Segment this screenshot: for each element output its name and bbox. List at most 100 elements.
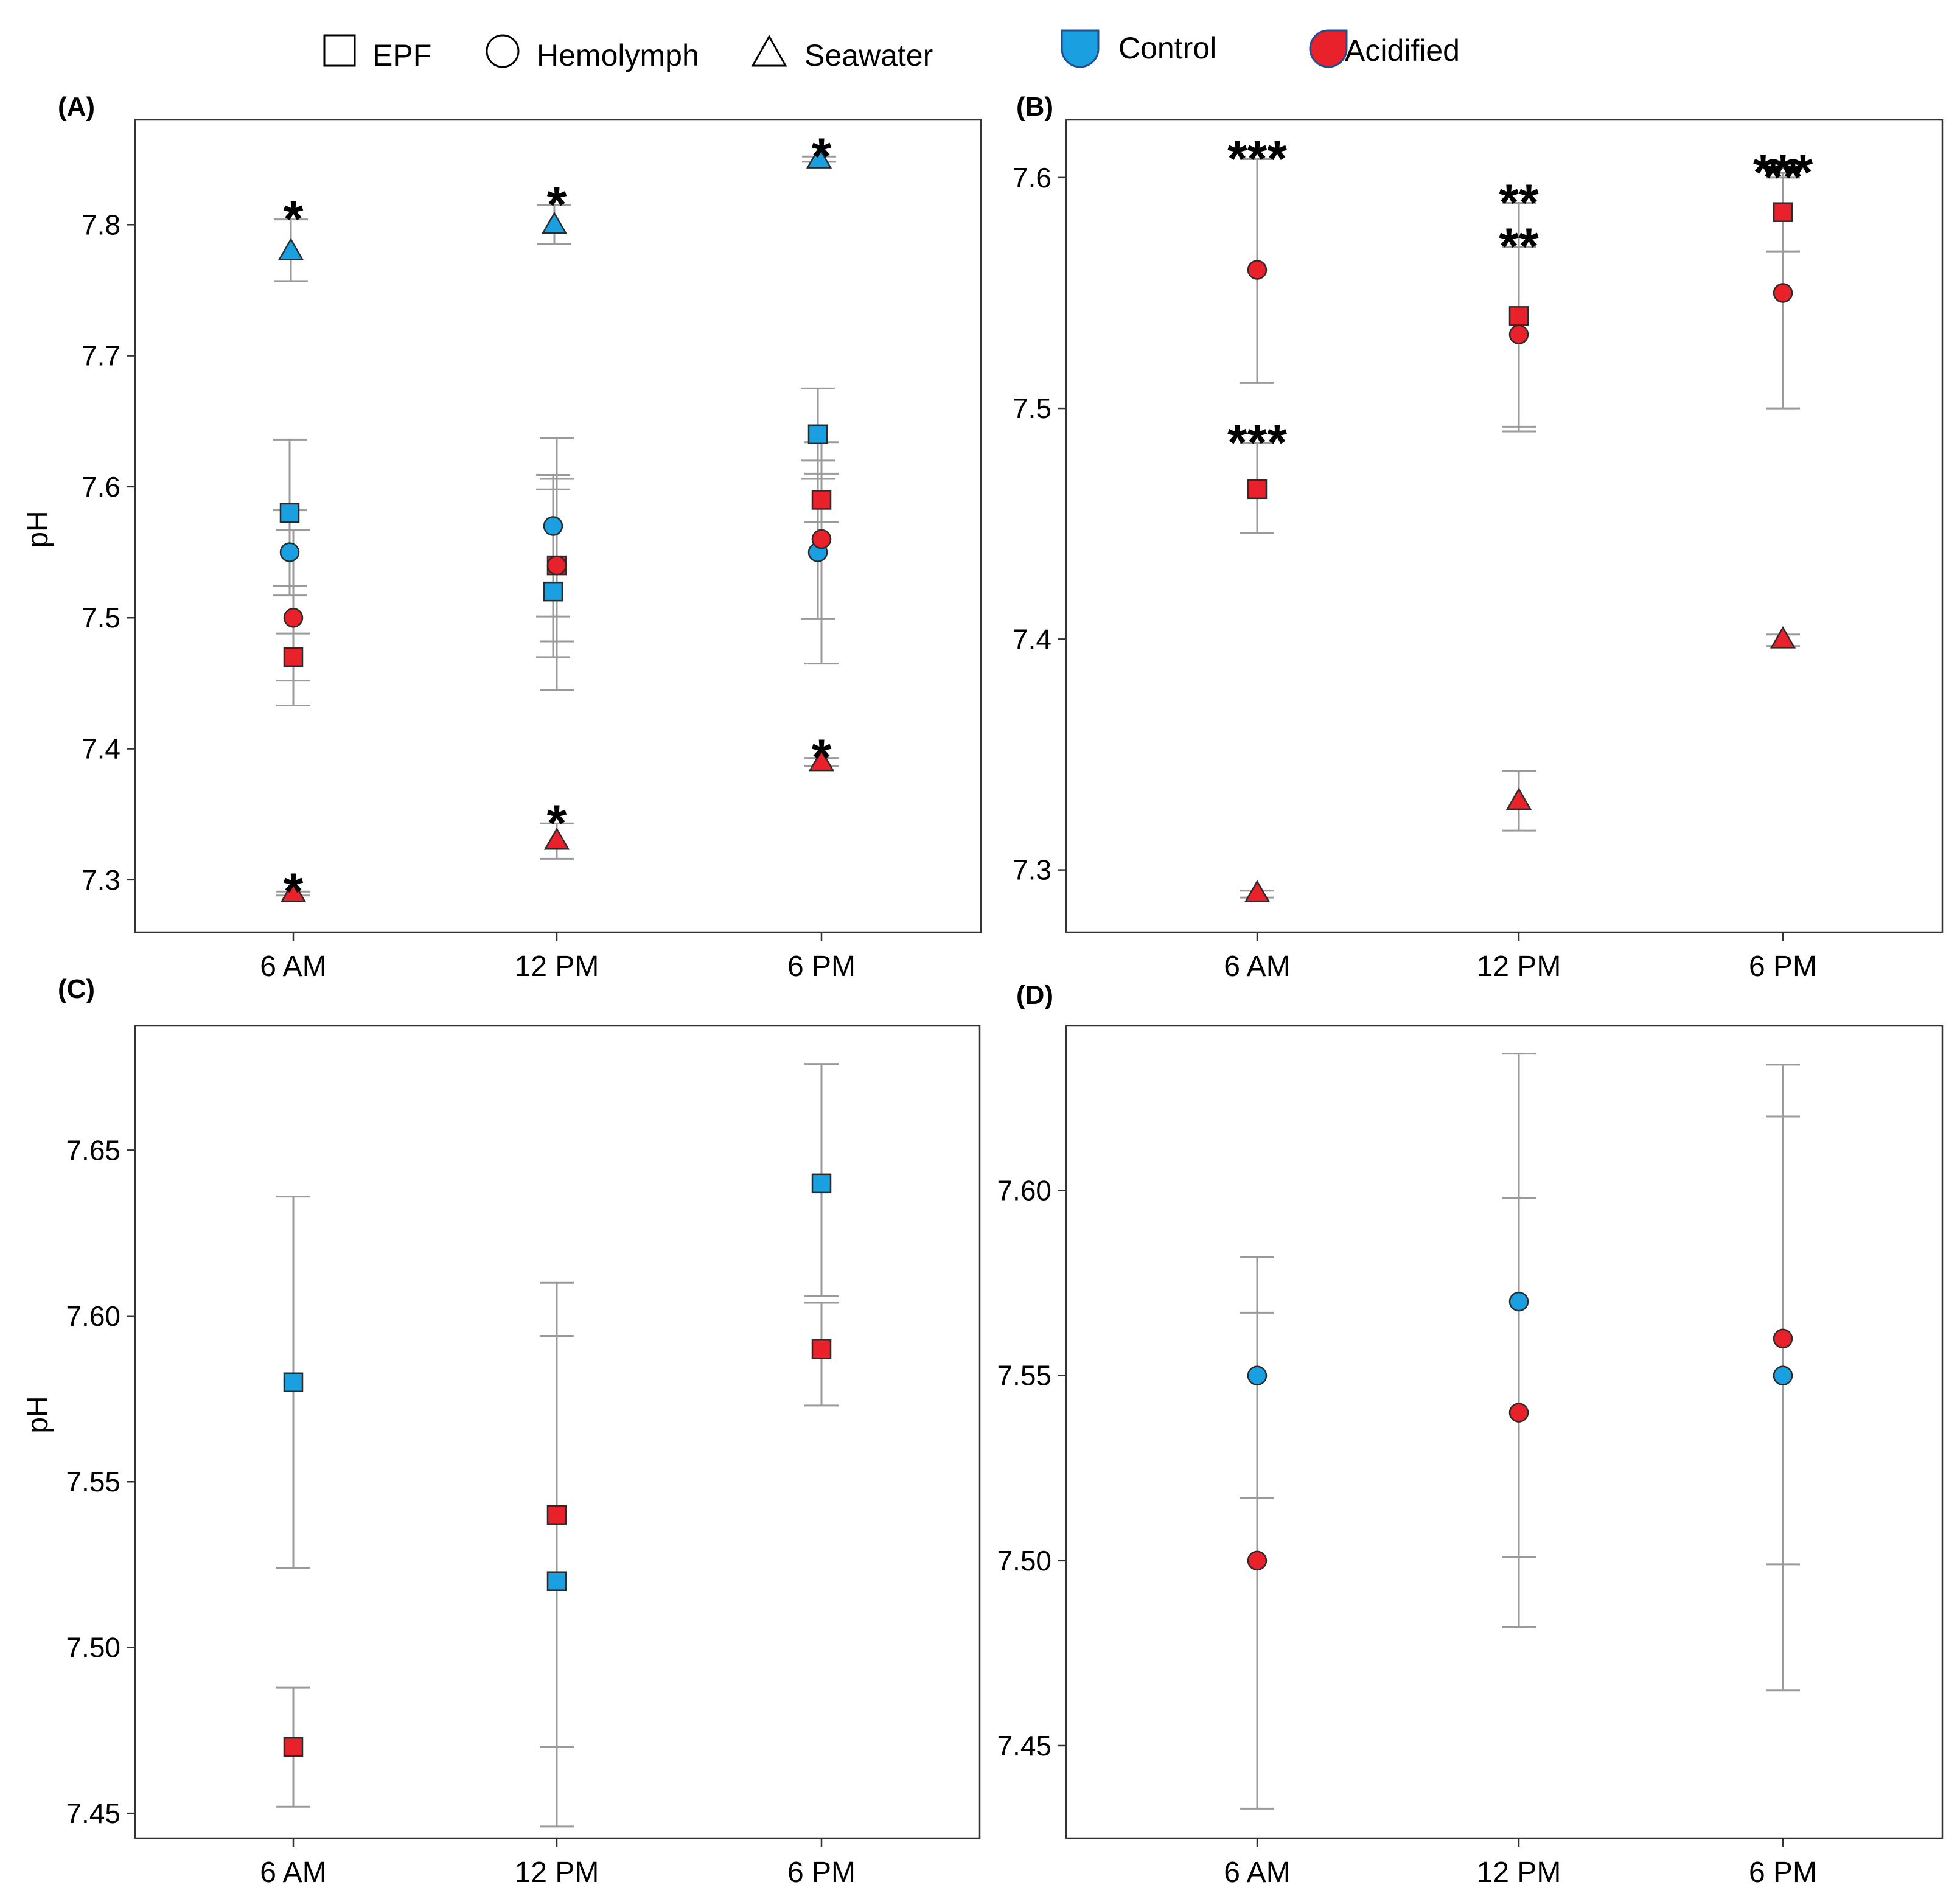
y-tick-label: 7.50 — [997, 1545, 1051, 1577]
panel-c: (C) pH 7.45 7.50 7.55 7.60 7.65 6 AM 12 PM 6 PM — [22, 974, 981, 1889]
y-tick-label: 7.60 — [66, 1300, 120, 1332]
significance-label: * — [547, 794, 567, 851]
marks-layer: 7.45 7.50 7.55 7.60 6 AM 12 PM 6 PM — [997, 1053, 1817, 1889]
data-point-triangle — [277, 237, 304, 260]
significance-label: ** — [1499, 218, 1539, 275]
x-tick-label: 6 PM — [1749, 1856, 1817, 1889]
panel-label: (C) — [58, 974, 95, 1004]
data-point-triangle — [1505, 787, 1532, 810]
y-axis-label: pH — [22, 1396, 54, 1433]
legend-label-control: Control — [1118, 31, 1216, 65]
legend-acidified-icon — [1309, 29, 1348, 68]
y-tick-label: 7.45 — [997, 1730, 1051, 1762]
data-point-triangle — [1770, 626, 1796, 649]
marks-layer: 7.37.47.57.66 AM 12 PM 6 PM*************** — [1013, 130, 1817, 983]
legend-circle-icon — [486, 34, 520, 68]
data-point-square — [811, 1339, 832, 1359]
x-tick-label: 6 AM — [260, 950, 326, 983]
plot-frame — [1065, 1025, 1944, 1839]
significance-label: * — [284, 190, 304, 248]
data-point-square — [283, 1372, 304, 1393]
data-point-square — [546, 1571, 567, 1591]
x-tick-label: 12 PM — [515, 950, 599, 983]
significance-label: * — [284, 862, 304, 919]
significance-label: ** — [1499, 174, 1539, 231]
data-point-square — [279, 503, 300, 523]
data-point-circle — [811, 529, 832, 549]
error-bar — [1502, 1053, 1536, 1628]
data-point-square — [543, 581, 563, 602]
y-tick-label: 7.3 — [82, 864, 120, 896]
data-point-square — [283, 647, 304, 667]
x-tick-label: 6 PM — [787, 1856, 856, 1889]
panel-a: (A) pH 7.3 7.4 7.5 7.6 7.7 7.8 6 AM 12 PM 6 PM * *… — [22, 92, 982, 983]
legend-square-icon — [323, 34, 356, 67]
data-point-square — [1508, 306, 1529, 326]
significance-label: *** — [1753, 144, 1813, 201]
y-tick-label: 7.50 — [66, 1632, 120, 1664]
panel-b: (B) 7.37.47.57.66 AM 12 PM 6 PM***********… — [1013, 92, 1944, 983]
panel-d: (D) 7.45 7.50 7.55 7.60 6 AM 12 PM 6 PM — [997, 980, 1944, 1889]
legend: EPF Hemolymph Seawater Control Acidified — [323, 29, 1460, 72]
legend-triangle-icon — [751, 34, 787, 67]
error-bar — [540, 437, 574, 643]
error-bar — [540, 1281, 574, 1828]
data-point-triangle — [808, 748, 835, 772]
x-tick-label: 6 PM — [1749, 950, 1817, 983]
legend-label-hemolymph: Hemolymph — [537, 38, 699, 72]
x-tick-label: 12 PM — [1477, 950, 1561, 983]
y-tick-label: 7.3 — [1013, 854, 1051, 886]
data-point-triangle — [1244, 880, 1271, 902]
plot-frame — [134, 119, 982, 933]
y-tick-label: 7.6 — [1013, 162, 1051, 193]
data-point-circle — [1773, 1328, 1793, 1349]
data-point-circle — [1508, 1291, 1529, 1312]
significance-label: * — [812, 729, 832, 786]
marks-layer: 7.3 7.4 7.5 7.6 7.7 7.8 6 AM 12 PM 6 PM * * * * * * — [82, 127, 856, 983]
x-tick-label: 12 PM — [515, 1856, 599, 1889]
data-point-circle — [1773, 283, 1793, 303]
data-point-square — [807, 424, 828, 445]
data-point-circle — [1247, 1365, 1268, 1385]
data-point-triangle — [280, 879, 307, 902]
x-tick-label: 6 AM — [1224, 1856, 1290, 1889]
data-point-square — [1247, 479, 1268, 500]
panel-label: (A) — [58, 92, 95, 122]
y-tick-label: 7.65 — [66, 1134, 120, 1166]
y-tick-label: 7.55 — [997, 1360, 1051, 1392]
y-tick-label: 7.55 — [66, 1466, 120, 1497]
data-point-square — [1773, 202, 1793, 222]
data-point-circle — [1508, 324, 1529, 344]
panel-label: (B) — [1016, 92, 1053, 122]
y-axis-label: pH — [22, 511, 54, 548]
x-tick-label: 6 PM — [787, 950, 856, 983]
data-point-circle — [279, 542, 300, 562]
x-tick-label: 6 AM — [1224, 950, 1290, 983]
significance-label: * — [812, 127, 832, 184]
data-point-triangle — [541, 211, 568, 234]
data-point-circle — [1247, 1550, 1268, 1571]
legend-label-epf: EPF — [372, 38, 431, 72]
y-tick-label: 7.4 — [1013, 623, 1051, 655]
y-tick-label: 7.5 — [1013, 392, 1051, 424]
data-point-square — [811, 490, 832, 510]
data-point-circle — [1508, 1403, 1529, 1423]
x-tick-label: 6 AM — [260, 1856, 326, 1889]
significance-label: *** — [1227, 414, 1287, 471]
y-tick-label: 7.45 — [66, 1797, 120, 1829]
data-point-square — [283, 1737, 304, 1757]
y-tick-label: 7.7 — [82, 340, 120, 372]
significance-label: * — [547, 176, 567, 233]
data-point-square — [546, 1505, 567, 1525]
data-point-circle — [543, 516, 563, 536]
plot-frame — [1065, 119, 1944, 933]
y-tick-label: 7.60 — [997, 1175, 1051, 1207]
data-point-triangle — [806, 146, 832, 169]
y-tick-label: 7.5 — [82, 602, 120, 633]
y-tick-label: 7.6 — [82, 471, 120, 503]
panel-label: (D) — [1016, 980, 1053, 1010]
data-point-square — [811, 1173, 832, 1194]
x-tick-label: 12 PM — [1477, 1856, 1561, 1889]
legend-label-acidified: Acidified — [1345, 33, 1460, 68]
